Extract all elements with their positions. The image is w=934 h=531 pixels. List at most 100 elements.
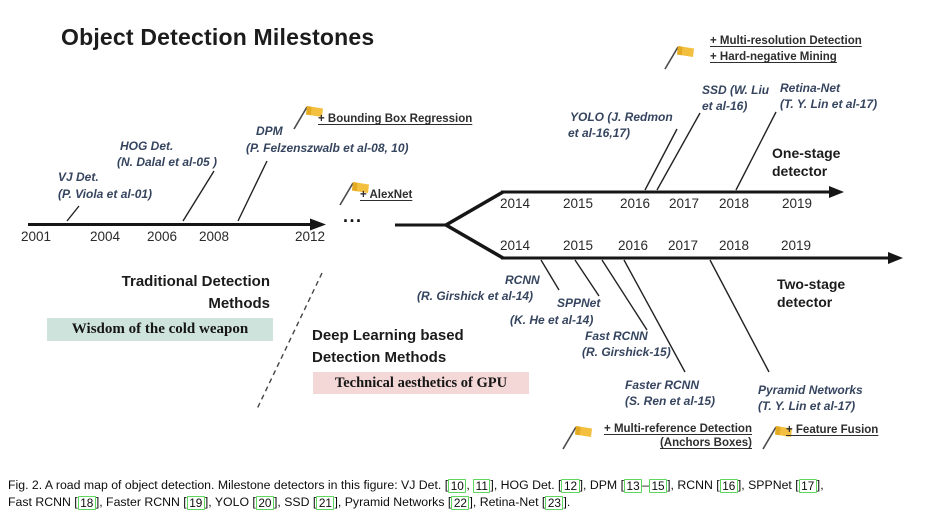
era-divider-dashed-line (256, 272, 323, 410)
milestone-cite: et al-16) (702, 99, 748, 113)
year-label: 2004 (89, 229, 121, 244)
year-label: 2017 (668, 196, 700, 211)
flag-label: + Hard-negative Mining (710, 51, 837, 63)
milestone-name: YOLO (J. Redmon (570, 110, 673, 124)
citation-ref[interactable]: 12 (561, 479, 580, 493)
flag-pole (339, 182, 354, 206)
milestone-name: VJ Det. (58, 170, 99, 184)
year-label: 2008 (198, 229, 230, 244)
year-label: 2006 (146, 229, 178, 244)
flag-fold (352, 182, 358, 192)
retinanet-tick (735, 111, 777, 191)
two-stage-label-line2: detector (777, 294, 833, 310)
flag-icon (339, 182, 369, 206)
milestone-name: HOG Det. (120, 139, 174, 153)
citation-ref[interactable]: 11 (473, 479, 491, 493)
flag-fold (575, 426, 581, 436)
milestone-name: RCNN (505, 273, 540, 287)
milestone-name: SPPNet (557, 296, 601, 310)
figure-caption: Fig. 2. A road map of object detection. … (8, 478, 824, 510)
year-label: 2015 (562, 238, 594, 253)
citation-ref[interactable]: 18 (77, 495, 96, 510)
flag-fold (677, 46, 683, 56)
two-stage-label-line1: Two-stage (777, 276, 846, 292)
flag-pole (762, 426, 777, 450)
deep-learning-heading-line1: Deep Learning based (312, 327, 464, 344)
flag-pole (664, 46, 679, 70)
traditional-timeline-arrowhead (310, 218, 326, 231)
year-label: 2019 (780, 238, 812, 253)
year-label: 2016 (619, 196, 651, 211)
citation-ref[interactable]: 10 (448, 479, 467, 493)
milestone-cite: et al-16,17) (568, 126, 631, 140)
dpm-tick (237, 160, 268, 222)
two-stage-arrowhead (888, 252, 903, 264)
flag-icon (664, 46, 694, 70)
flag-icon (762, 426, 792, 450)
year-label: 2018 (718, 196, 750, 211)
year-label: 2001 (20, 229, 52, 244)
milestone-name: Faster RCNN (625, 378, 700, 392)
year-label: 2012 (294, 229, 326, 244)
flag-label: + Bounding Box Regression (318, 113, 473, 125)
sppnet-tick (574, 259, 600, 297)
fast-rcnn-tick (601, 259, 648, 331)
deep-learning-highlight-box: Technical aesthetics of GPU (313, 372, 529, 394)
citation-ref[interactable]: 21 (316, 495, 335, 510)
deep-learning-heading-line2: Detection Methods (312, 349, 447, 366)
year-label: 2017 (667, 238, 699, 253)
milestone-name: DPM (256, 124, 283, 138)
year-label: 2019 (781, 196, 813, 211)
flag-icon (293, 106, 323, 130)
flag-label: (Anchors Boxes) (659, 437, 752, 449)
citation-ref[interactable]: 17 (798, 479, 817, 493)
milestone-cite: (N. Dalal et al-05 ) (117, 155, 218, 169)
flag-label: + Feature Fusion (786, 424, 879, 436)
branch-split-lines (442, 190, 504, 260)
milestone-name: Retina-Net (780, 81, 841, 95)
vj-tick (66, 205, 80, 222)
year-label: 2014 (499, 238, 531, 253)
rcnn-tick (540, 259, 560, 291)
yolo-tick (644, 128, 678, 191)
milestone-cite: (R. Girshick et al-14) (417, 289, 534, 303)
timeline-ellipsis: ... (343, 206, 363, 226)
milestone-name: Fast RCNN (585, 329, 648, 343)
pyramid-tick (709, 259, 770, 373)
traditional-heading-line2: Methods (208, 295, 270, 312)
citation-ref[interactable]: 23 (545, 495, 564, 510)
citation-ref[interactable]: 20 (255, 495, 274, 510)
citation-ref[interactable]: 15 (648, 479, 668, 493)
faster-rcnn-tick (623, 259, 686, 373)
milestone-cite: (T. Y. Lin et al-17) (758, 399, 856, 413)
citation-ref[interactable]: 22 (451, 495, 470, 510)
milestone-cite: (R. Girshick-15) (582, 345, 671, 359)
flag-fold (775, 426, 781, 436)
flag-pole (293, 106, 308, 130)
ssd-tick (656, 112, 701, 191)
one-stage-label-line2: detector (772, 163, 828, 179)
year-label: 2016 (617, 238, 649, 253)
milestone-cite: (P. Viola et al-01) (58, 187, 153, 201)
flag-label: + AlexNet (360, 189, 413, 201)
one-stage-arrowhead (829, 186, 844, 198)
year-label: 2018 (718, 238, 750, 253)
citation-ref[interactable]: 16 (719, 479, 738, 493)
citation-ref[interactable]: 13 (624, 479, 643, 493)
traditional-highlight-box: Wisdom of the cold weapon (47, 318, 273, 341)
flag-icon (562, 426, 592, 450)
flag-label: + Multi-resolution Detection (710, 35, 862, 47)
flag-label: + Multi-reference Detection (604, 423, 752, 435)
flag-fold (306, 106, 312, 116)
one-stage-label-line1: One-stage (772, 145, 841, 161)
year-label: 2014 (499, 196, 531, 211)
milestone-cite: (T. Y. Lin et al-17) (780, 97, 878, 111)
flag-pole (562, 426, 577, 450)
hog-tick (182, 170, 215, 222)
citation-ref[interactable]: 19 (186, 495, 205, 510)
milestone-cite: (P. Felzenszwalb et al-08, 10) (246, 141, 409, 155)
year-label: 2015 (562, 196, 594, 211)
milestone-name: Pyramid Networks (758, 383, 863, 397)
